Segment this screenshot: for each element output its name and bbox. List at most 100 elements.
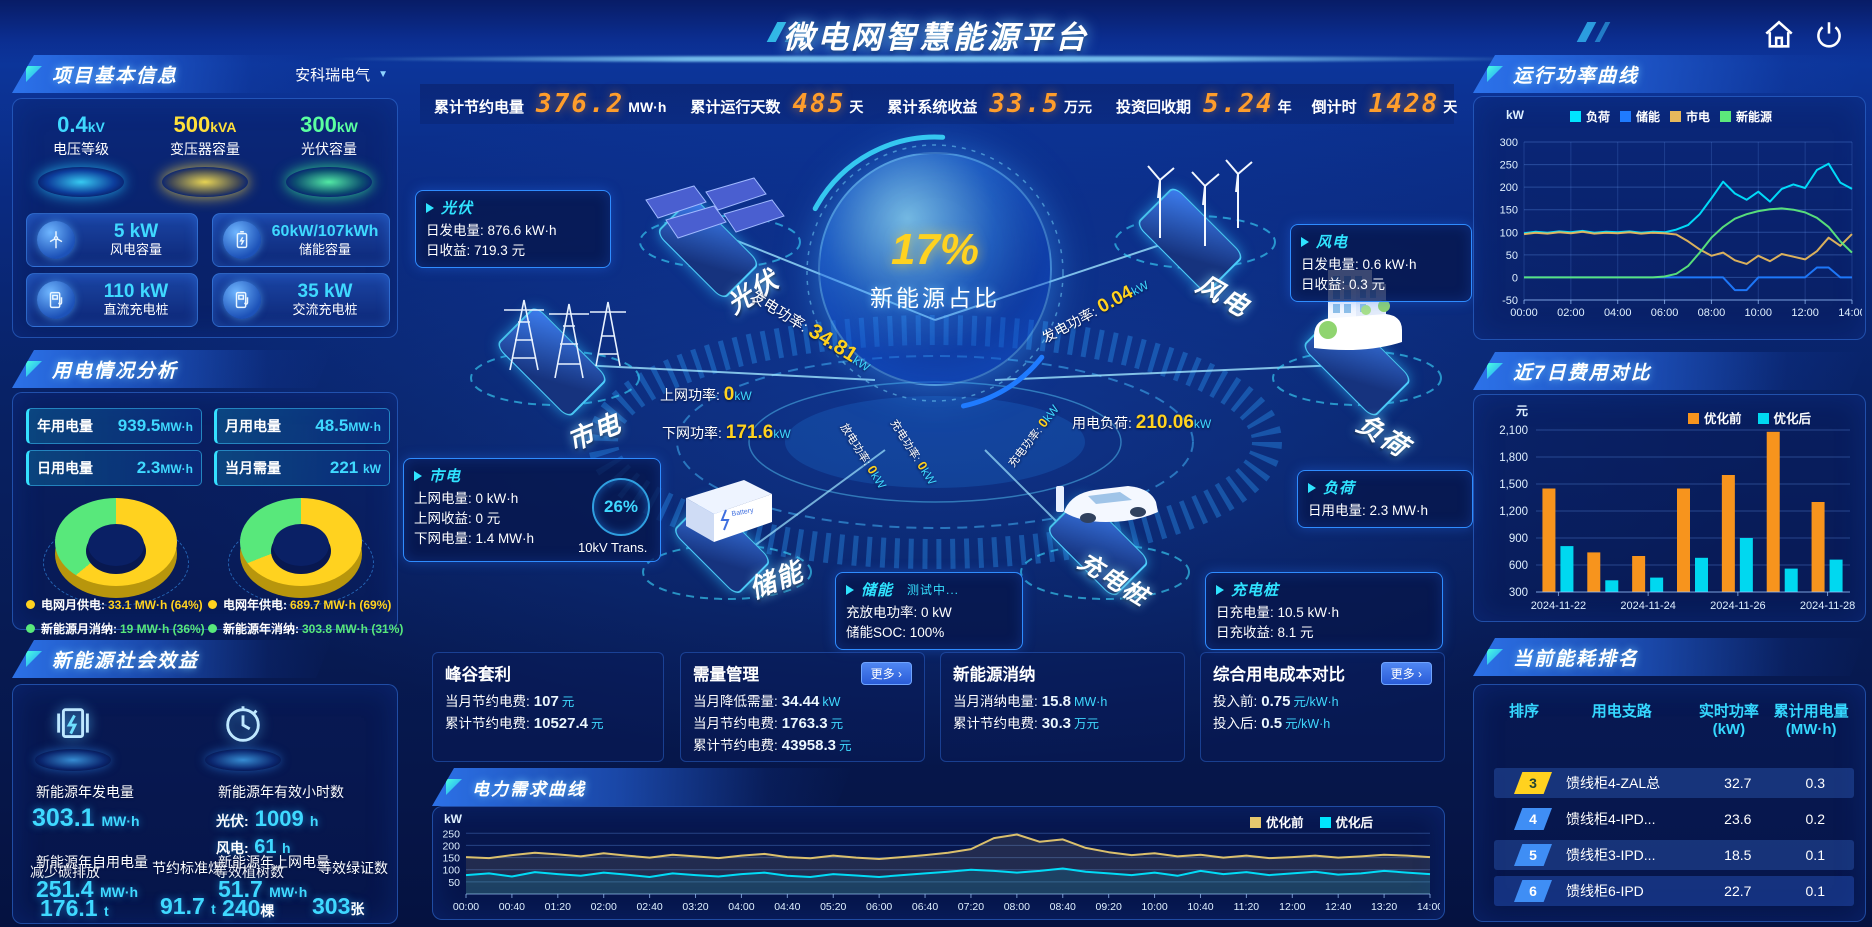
- page-title: 微电网智慧能源平台: [783, 20, 1089, 55]
- kpi-line: 当月节约电费: 107 元: [445, 693, 575, 710]
- svg-text:1,500: 1,500: [1499, 479, 1528, 491]
- svg-text:50: 50: [1506, 250, 1518, 262]
- total-energy: 0.3: [1805, 775, 1825, 791]
- kpi-line: 投入后: 0.5 元/kW·h: [1213, 715, 1331, 732]
- svg-text:02:40: 02:40: [636, 901, 662, 913]
- arrow-icon: [414, 470, 422, 481]
- svg-text:250: 250: [1500, 160, 1518, 172]
- kpi-line: 投入前: 0.75 元/kW·h: [1213, 693, 1339, 710]
- sphere-arcs: [796, 134, 1074, 412]
- header-swoosh: [320, 56, 1560, 62]
- transformer-load-circle: 26%: [592, 478, 650, 536]
- svg-text:1,800: 1,800: [1499, 452, 1528, 464]
- cost-chart: 2,100 1,800 1,500 1,200 900 600 300 2024-11-22 2…: [1480, 404, 1862, 625]
- svg-text:14:00: 14:00: [1838, 307, 1862, 319]
- header-stat-4: 倒计时 1428 天: [1311, 89, 1458, 119]
- svg-text:00:40: 00:40: [499, 901, 525, 913]
- kpi-line: 当月消纳电量: 15.8 MW·h: [953, 693, 1108, 710]
- power-icon[interactable]: [1812, 18, 1846, 52]
- storage-status-badge: 测试中...: [907, 583, 960, 597]
- kpi-stats-bar: 累计节约电量 376.2 MW·h 累计运行天数 485 天累计系统收益 33.5 万元 投资回…: [420, 84, 1457, 124]
- panel-title: 新能源社会效益: [52, 650, 200, 672]
- more-button[interactable]: 更多 ›: [860, 661, 912, 685]
- flow-load-power: 用电负荷: 210.06kW: [1072, 412, 1212, 433]
- flow-down-power: 下网功率: 171.6kW: [662, 422, 791, 443]
- charger-tooltip: 充电桩 日充电量: 10.5 kW·h 日充收益: 8.1 元: [1205, 572, 1443, 650]
- panel-title: 运行功率曲线: [1513, 65, 1640, 87]
- kpi-line: 累计节约电费: 30.3 万元: [953, 715, 1099, 732]
- kpi-title: 峰谷套利: [445, 666, 511, 684]
- kpi-panel-1: 需量管理 更多 › 当月降低需量: 34.44 kW 当月节约电费: 1763.3 元累计节约…: [680, 652, 925, 762]
- svg-text:02:00: 02:00: [1557, 307, 1585, 319]
- table-row[interactable]: 4 馈线柜4-IPD... 23.6 0.2: [1494, 804, 1854, 834]
- hours-clock-icon: [200, 702, 286, 771]
- arrow-icon: [1301, 236, 1309, 247]
- dc-charger-icon: [37, 281, 75, 319]
- stat-day-usage: 日用电量 2.3MW·h: [26, 450, 202, 486]
- legend-item: 优化前: [1688, 408, 1742, 427]
- svg-text:2024-11-26: 2024-11-26: [1710, 600, 1765, 612]
- arrow-icon: [846, 584, 854, 595]
- pedestal-pv: 300kW 光伏容量: [270, 112, 388, 197]
- svg-text:02:00: 02:00: [591, 901, 617, 913]
- table-row[interactable]: 5 馈线柜3-IPD... 18.5 0.1: [1494, 840, 1854, 870]
- demand-y-unit: kW: [444, 812, 462, 826]
- grid-towers-art: [504, 299, 626, 379]
- benefit-cert-label: 等效绿证数: [318, 860, 388, 876]
- branch-name: 馈线柜4-ZAL总: [1566, 775, 1661, 791]
- home-icon[interactable]: [1762, 18, 1796, 52]
- legend-item: 新能源年消纳: 303.8 MW·h (31%): [208, 620, 403, 637]
- benefit-tree-value: 240棵: [222, 895, 275, 921]
- cost-legend: 优化前 优化后: [1688, 408, 1811, 427]
- demand-chart: 250 200 150 100 50 00:00 00:40 01:20 02:00 02:40 0…: [438, 818, 1443, 923]
- svg-text:300: 300: [1509, 587, 1528, 599]
- benefit-hours-label: 新能源年有效小时数: [218, 784, 344, 800]
- wind-turbine-icon: [37, 221, 75, 259]
- svg-text:10:40: 10:40: [1187, 901, 1213, 913]
- kpi-panel-3: 综合用电成本对比 更多 › 投入前: 0.75 元/kW·h 投入后: 0.5 元/kW·h: [1200, 652, 1445, 762]
- table-row[interactable]: 3 馈线柜4-ZAL总 32.7 0.3: [1494, 768, 1854, 798]
- donut-month-supply: [43, 498, 189, 606]
- kpi-line: 当月降低需量: 34.44 kW: [693, 693, 841, 710]
- svg-text:2024-11-22: 2024-11-22: [1531, 600, 1586, 612]
- benefit-self-value: 251.4 MW·h: [36, 876, 139, 902]
- benefit-coal-label: 节约标准煤: [152, 860, 222, 876]
- svg-text:100: 100: [1500, 227, 1518, 239]
- solar-panels-art: [645, 177, 785, 239]
- battery-icon: [223, 221, 261, 259]
- rank-col-header: 实时功率 (kW): [1698, 703, 1759, 738]
- pedestal-transformer: 500kVA 变压器容量: [146, 112, 264, 197]
- rank-badge: 3: [1514, 772, 1552, 794]
- svg-text:11:20: 11:20: [1234, 901, 1260, 913]
- total-energy: 0.1: [1805, 883, 1825, 899]
- more-button[interactable]: 更多 ›: [1380, 661, 1432, 685]
- company-dropdown[interactable]: 安科瑞电气 ▼: [228, 60, 388, 88]
- benefit-feed-label: 新能源年上网电量: [218, 854, 330, 870]
- kpi-line: 累计节约电费: 10527.4 元: [445, 715, 604, 732]
- flow-up-power: 上网功率: 0kW: [660, 384, 752, 405]
- legend-item: 优化后: [1319, 812, 1373, 831]
- svg-text:03:20: 03:20: [682, 901, 708, 913]
- kpi-panel-0: 峰谷套利当月节约电费: 107 元累计节约电费: 10527.4 元: [432, 652, 664, 762]
- svg-text:12:00: 12:00: [1279, 901, 1305, 913]
- svg-text:07:20: 07:20: [958, 901, 984, 913]
- benefit-self-label: 新能源年自用电量: [36, 854, 148, 870]
- svg-text:12:40: 12:40: [1325, 901, 1351, 913]
- svg-text:14:00: 14:00: [1417, 901, 1440, 913]
- svg-text:900: 900: [1509, 533, 1528, 545]
- legend-item: 负荷: [1570, 108, 1610, 125]
- realtime-power: 23.6: [1724, 811, 1752, 827]
- kpi-panel-2: 新能源消纳 当月消纳电量: 15.8 MW·h 累计节约电费: 30.3 万元: [940, 652, 1185, 762]
- corner-icon: [1487, 649, 1503, 665]
- legend-item: 优化前: [1250, 812, 1304, 831]
- svg-text:13:20: 13:20: [1371, 901, 1397, 913]
- legend-item: 电网年供电: 689.7 MW·h (69%): [208, 596, 403, 613]
- kpi-line: 当月节约电费: 1763.3 元: [693, 715, 844, 732]
- legend-item: 优化后: [1757, 408, 1811, 427]
- stat-dc-charger: 110 kW 直流充电桩: [26, 273, 198, 327]
- corner-icon: [1487, 66, 1503, 82]
- panel-header-demand: 电力需求曲线: [432, 768, 852, 806]
- table-row[interactable]: 6 馈线柜6-IPD 22.7 0.1: [1494, 876, 1854, 906]
- branch-name: 馈线柜3-IPD...: [1566, 847, 1656, 863]
- stat-year-usage: 年用电量 939.5MW·h: [26, 408, 202, 444]
